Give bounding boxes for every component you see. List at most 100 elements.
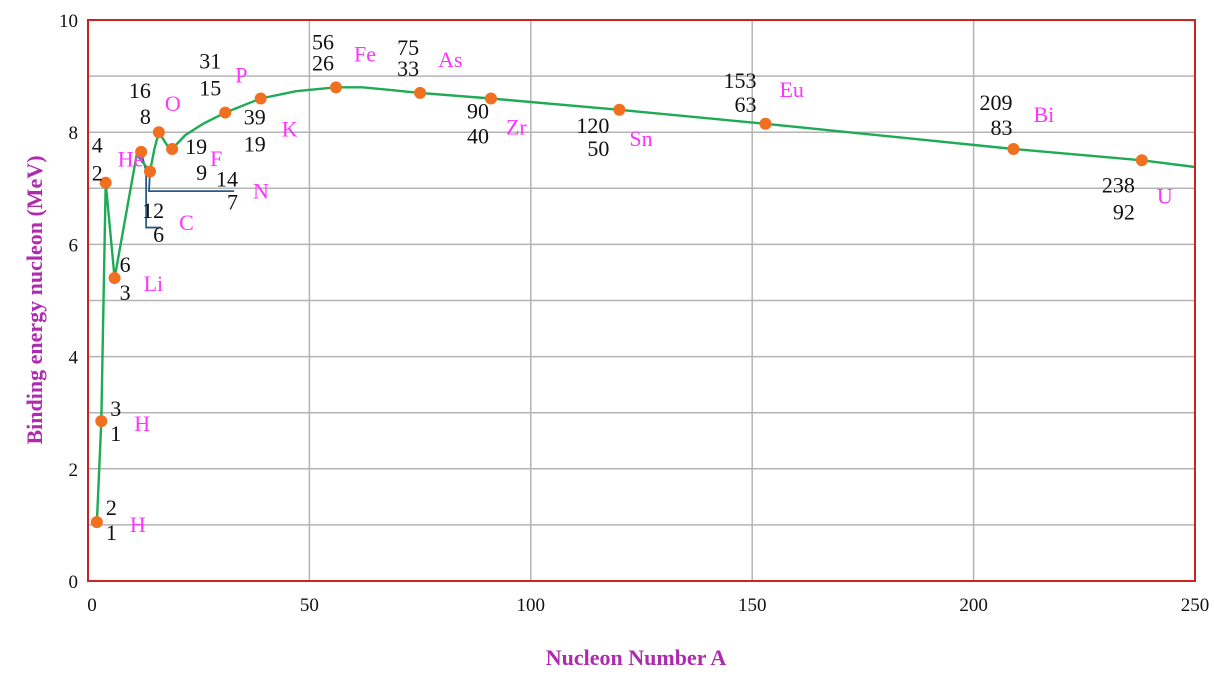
data-point-h-2: [90, 516, 103, 529]
element-symbol: Li: [144, 271, 164, 296]
atomic-number: 7: [227, 189, 238, 214]
element-symbol: As: [438, 47, 462, 72]
nuclide-label-h-3: 31 H: [110, 396, 150, 446]
data-point-eu-153: [759, 117, 772, 130]
mass-number: 153: [723, 68, 756, 93]
data-point-bi-209: [1007, 143, 1020, 156]
atomic-number: 92: [1113, 199, 1135, 224]
atomic-number: 19: [244, 132, 266, 157]
nuclide-label-n-14: 147 N: [216, 166, 269, 214]
data-point-u-238: [1135, 154, 1148, 167]
data-point-f-19: [166, 143, 179, 156]
atomic-number: 9: [196, 160, 207, 185]
data-point-n-14: [143, 165, 156, 178]
y-tick-4: 4: [69, 348, 79, 369]
y-axis-label: Binding energy nucleon (MeV): [22, 155, 47, 444]
y-tick-6: 6: [69, 235, 79, 256]
data-point-o-16: [152, 126, 165, 139]
mass-number: 90: [467, 99, 489, 124]
y-tick-8: 8: [69, 123, 79, 144]
mass-number: 12: [142, 198, 164, 223]
data-point-fe-56: [329, 81, 342, 94]
mass-number: 56: [312, 29, 334, 54]
atomic-number: 33: [397, 56, 419, 81]
x-tick-0: 0: [87, 595, 97, 616]
data-points: [90, 81, 1148, 529]
nuclide-label-c-12: 126 C: [142, 198, 194, 247]
element-symbol: C: [179, 210, 194, 235]
x-tick-200: 200: [959, 595, 988, 616]
mass-number: 6: [120, 252, 131, 277]
mass-number: 31: [199, 49, 221, 74]
data-point-li-6: [108, 272, 121, 285]
element-symbol: U: [1157, 183, 1173, 208]
mass-number: 16: [129, 78, 151, 103]
x-tick-50: 50: [300, 595, 319, 616]
atomic-number: 83: [990, 115, 1012, 140]
atomic-number: 26: [312, 50, 334, 75]
mass-number: 3: [110, 396, 121, 421]
element-symbol: H: [134, 411, 150, 436]
x-tick-150: 150: [738, 595, 767, 616]
data-point-h-3: [95, 415, 108, 428]
element-symbol: He: [118, 147, 144, 172]
connector-n: [148, 171, 235, 193]
data-point-he-4: [99, 176, 112, 189]
mass-number: 120: [576, 113, 609, 138]
mass-number: 238: [1102, 172, 1135, 197]
data-point-zr-90: [484, 92, 497, 105]
x-tick-labels: 0 50 100 150 200 250: [87, 595, 1209, 616]
grid-lines: [88, 20, 1195, 581]
data-point-sn-120: [613, 103, 626, 116]
atomic-number: 8: [140, 104, 151, 129]
data-point-as-75: [414, 86, 427, 99]
mass-number: 19: [185, 134, 207, 159]
mass-number: 39: [244, 105, 266, 130]
y-tick-2: 2: [69, 460, 79, 481]
element-symbol: Eu: [779, 77, 803, 102]
y-tick-0: 0: [69, 572, 79, 593]
atomic-number: 15: [199, 76, 221, 101]
data-point-p-31: [219, 106, 232, 119]
atomic-number: 50: [587, 136, 609, 161]
mass-number: 14: [216, 166, 238, 191]
element-symbol: Fe: [354, 41, 376, 66]
element-symbol: Zr: [506, 115, 527, 140]
element-symbol: N: [253, 178, 269, 203]
data-point-k-39: [254, 92, 267, 105]
y-tick-10: 10: [59, 11, 78, 32]
mass-number: 209: [979, 90, 1012, 115]
element-symbol: K: [282, 117, 298, 142]
nuclide-label-li-6: 6 3 Li: [120, 252, 164, 305]
mass-number: 75: [397, 35, 419, 60]
plot-frame: [87, 19, 1196, 582]
atomic-number: 1: [110, 421, 121, 446]
atomic-number: 1: [106, 520, 117, 545]
x-axis-label: Nucleon Number A: [546, 645, 727, 670]
element-symbol: Sn: [629, 126, 652, 151]
mass-number: 2: [106, 495, 117, 520]
element-symbol: P: [235, 63, 247, 88]
atomic-number: 6: [153, 222, 164, 247]
data-point-c-12: [135, 145, 148, 158]
nuclide-label-h-2: 21 H: [106, 495, 146, 545]
nuclide-label-he-4: 4 2 He: [92, 133, 144, 186]
element-symbol: F: [210, 146, 222, 171]
element-symbol: O: [165, 91, 181, 116]
atomic-number: 40: [467, 124, 489, 149]
atomic-number: 3: [120, 280, 131, 305]
x-tick-100: 100: [517, 595, 546, 616]
